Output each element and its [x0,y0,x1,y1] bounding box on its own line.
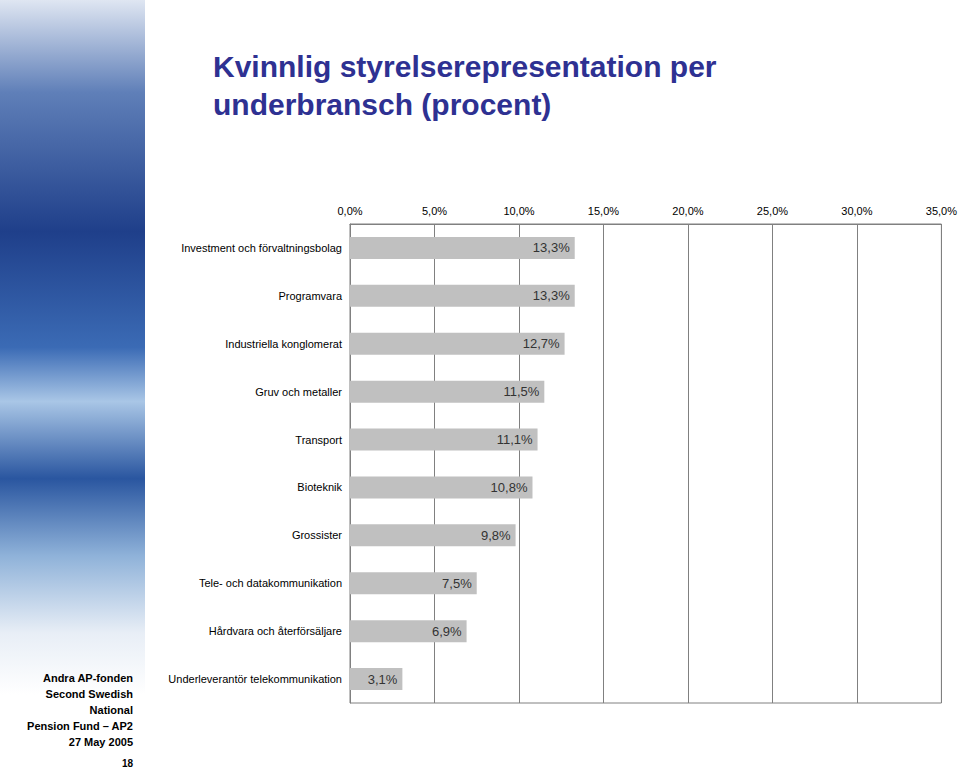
svg-text:11,1%: 11,1% [497,432,533,447]
svg-text:Tele- och datakommunikation: Tele- och datakommunikation [199,577,342,589]
svg-text:3,1%: 3,1% [368,672,398,687]
svg-text:6,9%: 6,9% [432,624,462,639]
svg-text:Programvara: Programvara [278,290,342,302]
svg-text:Industriella konglomerat: Industriella konglomerat [225,338,342,350]
svg-text:7,5%: 7,5% [442,576,472,591]
svg-text:Bioteknik: Bioteknik [297,481,342,493]
svg-text:35,0%: 35,0% [926,205,957,217]
svg-text:11,5%: 11,5% [503,384,539,399]
html-text:27 May 2005: 27 May 2005 [68,736,133,748]
html-text:Second Swedish National: Second Swedish National [45,688,133,716]
html-text:Pension Fund – AP2: Pension Fund – AP2 [27,720,133,732]
svg-text:20,0%: 20,0% [672,205,703,217]
svg-text:13,3%: 13,3% [533,240,570,255]
svg-text:Grossister: Grossister [292,529,342,541]
svg-text:9,8%: 9,8% [481,528,511,543]
svg-text:5,0%: 5,0% [422,205,447,217]
svg-text:Underleverantör telekommunikat: Underleverantör telekommunikation [168,673,342,685]
html-text:18: 18 [121,758,133,769]
svg-text:15,0%: 15,0% [588,205,619,217]
svg-text:Transport: Transport [295,434,342,446]
svg-text:0,0%: 0,0% [337,205,362,217]
svg-text:12,7%: 12,7% [523,336,560,351]
svg-text:Investment och förvaltningsbol: Investment och förvaltningsbolag [181,242,342,254]
svg-text:Hårdvara och återförsäljare: Hårdvara och återförsäljare [209,625,342,637]
html-text:Andra AP-fonden: Andra AP-fonden [43,672,133,684]
svg-text:30,0%: 30,0% [841,205,872,217]
svg-text:Gruv och metaller: Gruv och metaller [255,386,342,398]
html-text:Kvinnlig styrelserepresentatio: Kvinnlig styrelserepresentation per unde… [213,50,717,121]
svg-text:25,0%: 25,0% [757,205,788,217]
svg-text:10,0%: 10,0% [503,205,534,217]
svg-text:13,3%: 13,3% [533,288,570,303]
svg-text:10,8%: 10,8% [491,480,528,495]
